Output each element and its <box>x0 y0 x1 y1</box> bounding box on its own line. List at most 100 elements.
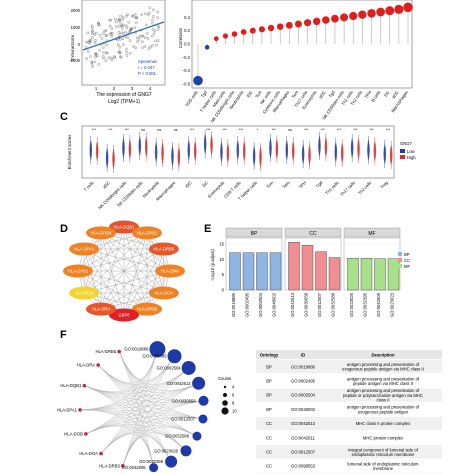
lollipop-dot <box>204 45 210 50</box>
network-edge <box>77 270 148 310</box>
scatter-point <box>96 54 99 58</box>
network-node <box>132 226 162 240</box>
panel-c-xlabel: Th17 cells <box>339 180 356 197</box>
scatter-point <box>104 34 108 37</box>
scatter-point <box>121 24 124 28</box>
scatter-point <box>133 26 137 30</box>
scatter-point <box>119 14 122 18</box>
scatter-point <box>107 56 111 60</box>
panel-c-xlabel: Th2 cells <box>357 180 372 195</box>
facet-label: CC <box>309 231 317 237</box>
legend-bp-label: BP <box>404 252 410 257</box>
table-cell: integral component of lumenal side of <box>348 447 418 452</box>
scatter-point <box>135 16 139 20</box>
scatter-point <box>125 24 128 28</box>
panel-a-xtick: 3 <box>131 86 134 91</box>
scatter-point <box>94 56 97 59</box>
panel-a-xlabel-units: Log2 (TPM+1) <box>108 99 140 105</box>
go-node-label: GO:0042613 <box>167 381 192 386</box>
go-node-label: GO:0032395 <box>139 459 164 464</box>
scatter-point <box>120 27 124 30</box>
facet-strip <box>225 227 283 238</box>
panel-c-ylabel: Enrichment scores <box>67 135 72 170</box>
table-cell: antigen processing and presentation of <box>347 405 420 410</box>
scatter-point <box>117 43 120 47</box>
table-cell: MHC class II protein complex <box>356 421 411 426</box>
table-cell: CC <box>266 464 272 469</box>
network-edge <box>84 232 148 294</box>
panel-e-ytick: 15 <box>219 242 224 247</box>
legend-low-label: Low <box>407 149 416 154</box>
table-cell: GO:0002504 <box>291 393 316 398</box>
network-node <box>63 264 93 278</box>
scatter-point <box>115 25 118 28</box>
scatter-point <box>103 30 106 33</box>
table-cell: GO:0042613 <box>291 421 316 426</box>
go-node-label: GO:0002495 <box>143 354 168 359</box>
significance-label: ns <box>157 128 161 132</box>
panel-a-xlabel: The expression of GNG7 <box>96 92 152 98</box>
go-bar-xlabel: GO:0023026 <box>349 292 354 317</box>
counts-legend-dot <box>223 393 227 397</box>
panel-b-xlabel: Tgd <box>328 89 337 98</box>
panel-b-ytick: -0.2 <box>183 55 191 60</box>
network-node-label: HLA-DMA <box>161 269 180 274</box>
panel-letter-e: E <box>204 223 211 235</box>
panel-b-yticks: 0.4 0.2 0.0 -0.2 -0.4 -0.6 <box>183 15 191 87</box>
scatter-point <box>118 33 122 36</box>
table-header-cell: Description <box>371 353 394 358</box>
scatter-point <box>118 51 121 54</box>
gene-go-edge <box>119 351 198 437</box>
scatter-point <box>147 47 151 50</box>
table-cell: endoplasmic reticulum membrane <box>352 452 416 457</box>
legend-bp-swatch <box>398 252 402 256</box>
table-cell: BP <box>266 393 272 398</box>
network-node-label: GBP6 <box>118 313 130 318</box>
go-bar-xlabel: GO:0042613 <box>290 292 295 317</box>
scatter-point <box>132 45 135 48</box>
scatter-point <box>125 54 129 57</box>
scatter-point <box>126 36 129 39</box>
table-cell: MHC protein complex <box>363 435 404 440</box>
scatter-point <box>101 46 105 50</box>
scatter-point <box>128 52 132 55</box>
panel-c-xlabel: T cells <box>83 180 95 192</box>
gene-go-edge <box>98 364 154 468</box>
go-node-label: GO:0019886 <box>124 347 149 352</box>
lollipop-dot <box>312 17 321 26</box>
scatter-point <box>155 43 158 47</box>
network-edge <box>83 248 102 310</box>
scatter-point <box>141 40 144 44</box>
go-bar-xlabel: GO:0042605 <box>376 292 381 317</box>
go-node <box>192 431 202 441</box>
significance-label: *** <box>304 128 309 132</box>
network-edge <box>123 232 148 316</box>
significance-labels: *** *** *** ns ns ns *** *** *** *** * *** ns *** *** *… <box>92 128 391 132</box>
scatter-point <box>151 44 154 47</box>
scatter-point <box>135 36 139 40</box>
scatter-point <box>105 33 108 37</box>
panel-c-xlabel: Th1 cells <box>324 180 339 195</box>
network-edge <box>77 248 164 272</box>
gene-node-label: HLA-DRB3 <box>99 463 120 468</box>
panel-c-xlabel: Tem <box>282 180 291 189</box>
panel-b-xlabel: TGD cells <box>184 90 199 108</box>
lollipop-dot <box>222 33 228 39</box>
table-cell: GO:0042611 <box>291 435 315 440</box>
go-bar <box>347 257 359 291</box>
go-bar <box>360 257 373 291</box>
scatter-point <box>85 57 88 60</box>
significance-label: *** <box>272 128 277 132</box>
table-row <box>256 416 442 430</box>
go-node <box>149 341 166 358</box>
scatter-point <box>151 28 155 31</box>
scatter-point <box>102 51 105 54</box>
panel-c-xlabel: DC <box>201 180 209 188</box>
scatter-point <box>146 37 150 40</box>
scatter-point <box>143 45 147 48</box>
gene-go-edge <box>100 367 189 454</box>
go-node <box>149 463 159 473</box>
lollipop-dot <box>322 16 330 24</box>
go-bar-xlabel: GO:0023023 <box>390 292 395 317</box>
stat-p: P < 0.001 <box>138 71 157 76</box>
